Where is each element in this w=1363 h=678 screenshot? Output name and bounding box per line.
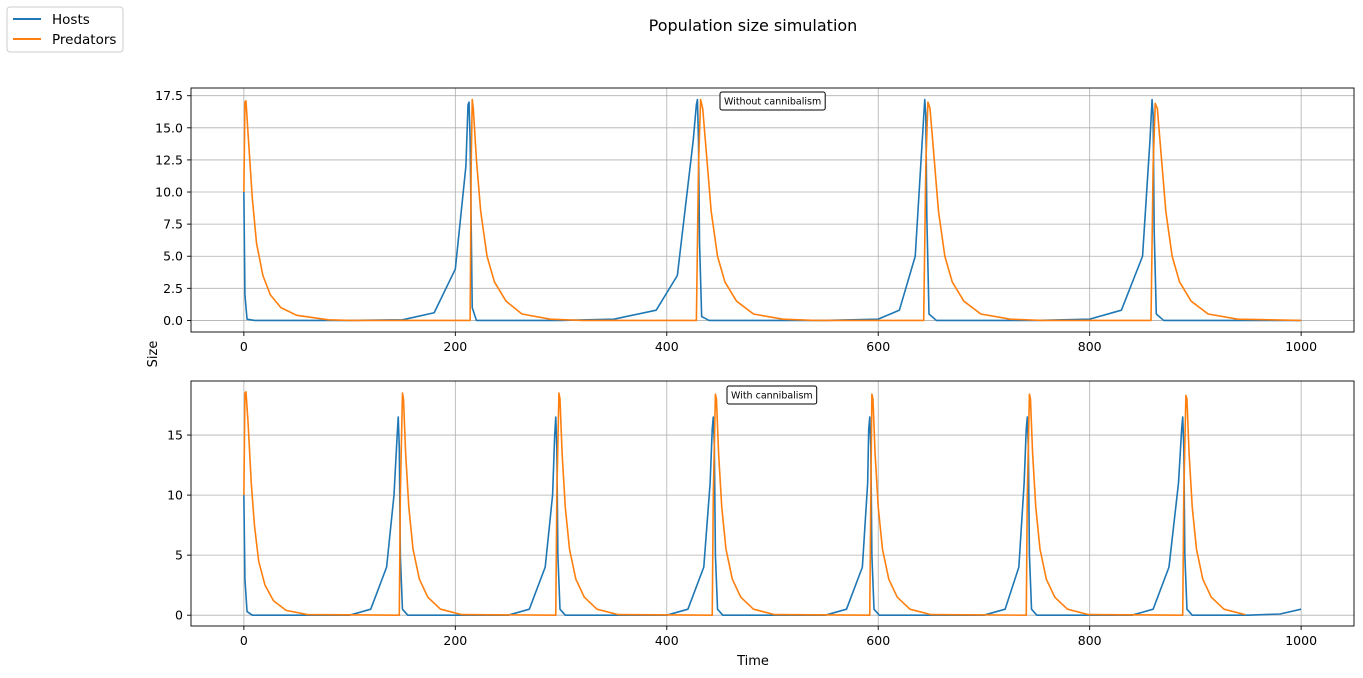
annotation-text: Without cannibalism (724, 97, 821, 108)
y-tick-label: 0.0 (163, 313, 183, 328)
y-tick-label: 10 (167, 488, 183, 503)
x-tick-label: 0 (240, 339, 248, 354)
annotation-text: With cannibalism (731, 391, 813, 402)
y-tick-label: 12.5 (155, 152, 183, 167)
x-tick-label: 1000 (1285, 633, 1317, 648)
annotation-box (719, 91, 826, 111)
series-line-predators (243, 98, 1302, 322)
x-tick-label: 400 (655, 633, 679, 648)
y-tick-label: 0 (175, 608, 183, 623)
annotation-box (726, 385, 818, 405)
x-tick-label: 800 (1078, 633, 1102, 648)
x-tick-label: 1000 (1285, 339, 1317, 354)
chart-panel-without-cannibalism: 0 200 400 600 800 1000 0.0 2.5 5.0 7.5 10.0 12.5 15.… (155, 87, 1355, 354)
y-tick-label: 5 (175, 548, 183, 563)
panel-annotation: With cannibalism (726, 385, 818, 405)
series-line-hosts (243, 98, 1302, 322)
x-tick-label: 200 (443, 339, 467, 354)
panel-annotation: Without cannibalism (719, 91, 826, 111)
y-tick-label: 7.5 (163, 217, 183, 232)
x-axis-label: Time (736, 654, 769, 669)
x-tick-label: 200 (443, 633, 467, 648)
y-tick-label: 15.0 (155, 120, 183, 135)
legend-label-hosts: Hosts (52, 12, 90, 28)
legend-label-predators: Predators (52, 32, 116, 48)
figure-title: Population size simulation (649, 16, 858, 35)
chart-panel-with-cannibalism: 0 200 400 600 800 1000 0 5 10 15 With cannibalism (167, 380, 1355, 648)
series-line-hosts (243, 416, 1302, 616)
y-tick-label: 5.0 (163, 249, 183, 264)
y-tick-label: 10.0 (155, 185, 183, 200)
x-tick-label: 600 (866, 339, 890, 354)
y-tick-label: 15 (167, 428, 183, 443)
y-tick-label: 2.5 (163, 281, 183, 296)
series-line-predators (243, 391, 1246, 616)
y-tick-label: 17.5 (155, 88, 183, 103)
x-tick-label: 600 (866, 633, 890, 648)
x-tick-label: 0 (240, 633, 248, 648)
y-axis-label: Size (146, 341, 161, 368)
axes-frame (190, 87, 1355, 333)
axes-frame (190, 380, 1355, 627)
x-tick-label: 400 (655, 339, 679, 354)
x-tick-label: 800 (1078, 339, 1102, 354)
legend: Hosts Predators (6, 6, 124, 53)
